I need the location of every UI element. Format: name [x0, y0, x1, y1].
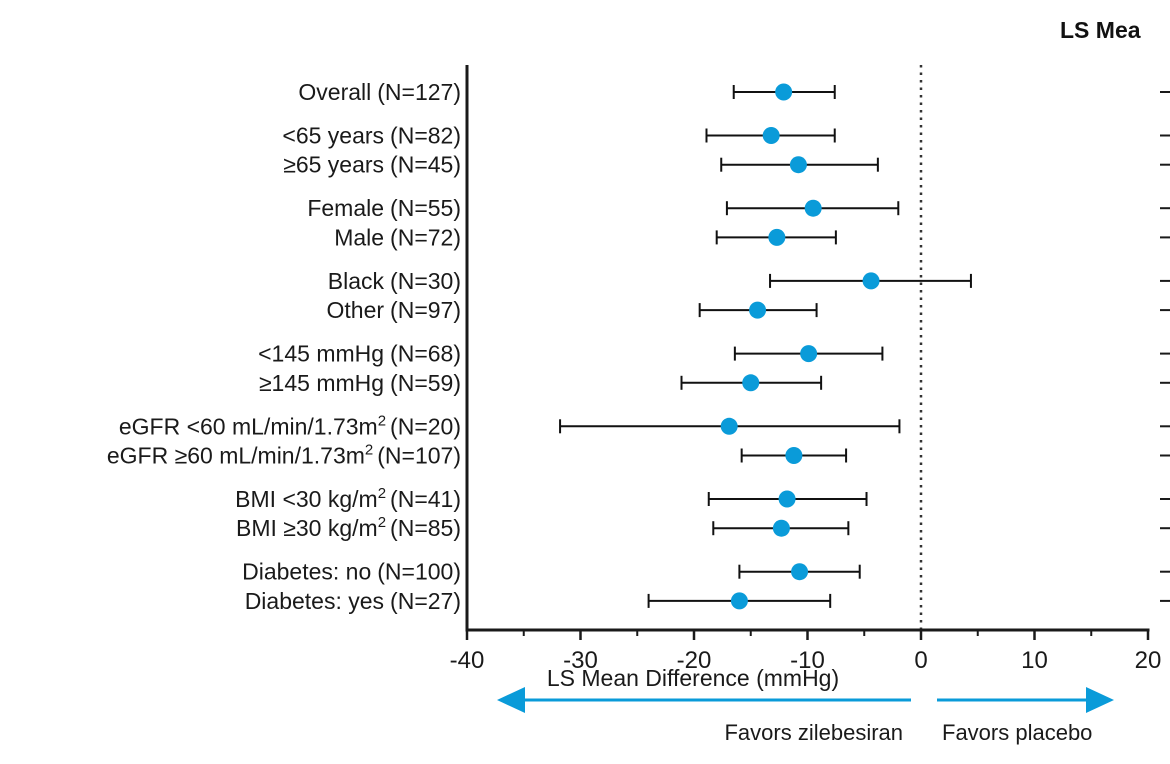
- row-label: BMI ≥30 kg/m2 (N=85): [236, 514, 461, 541]
- favors-annotation: Favors zilebesiran Favors placebo: [497, 687, 1114, 745]
- x-tick-label: -20: [677, 647, 712, 674]
- row-label: <65 years (N=82): [282, 123, 461, 149]
- row-label-superscript: 2: [378, 412, 386, 429]
- point-estimate: [778, 490, 796, 508]
- point-estimate: [862, 272, 880, 290]
- x-tick-label: 0: [914, 647, 927, 674]
- forest-row: Diabetes: yes (N=27): [245, 588, 1170, 614]
- row-label: BMI <30 kg/m2 (N=41): [235, 485, 461, 512]
- forest-row: Overall (N=127): [298, 79, 1170, 105]
- row-label-text: <65 years: [282, 123, 384, 149]
- row-label-text: ≥65 years: [283, 152, 384, 178]
- forest-row: eGFR <60 mL/min/1.73m2 (N=20): [119, 412, 1170, 439]
- forest-row: BMI ≥30 kg/m2 (N=85): [236, 514, 1170, 541]
- row-label-superscript: 2: [378, 514, 386, 531]
- row-label: Female (N=55): [307, 195, 461, 221]
- forest-row: Other (N=97): [327, 297, 1170, 323]
- favors-right-arrowhead: [1086, 687, 1114, 713]
- forest-row: ≥145 mmHg (N=59): [259, 370, 1170, 396]
- x-axis: -40 -30 -20 -10 0 10 20: [450, 65, 1162, 674]
- row-label-n: (N=45): [390, 152, 461, 178]
- row-label-text: BMI <30 kg/m: [235, 486, 378, 512]
- row-label: eGFR ≥60 mL/min/1.73m2 (N=107): [107, 442, 461, 469]
- point-estimate: [772, 519, 790, 537]
- row-label-text: <145 mmHg: [258, 341, 384, 367]
- row-label-superscript: 2: [365, 442, 373, 459]
- row-label-n: (N=85): [390, 515, 461, 541]
- forest-row: BMI <30 kg/m2 (N=41): [235, 485, 1170, 512]
- forest-row: Black (N=30): [328, 268, 1170, 294]
- point-estimate: [749, 301, 767, 319]
- row-label-text: Other: [327, 297, 385, 323]
- point-estimate: [720, 417, 738, 435]
- column-header: LS Mea: [1060, 17, 1141, 43]
- forest-row: <145 mmHg (N=68): [258, 341, 1170, 367]
- point-estimate: [800, 345, 818, 363]
- point-estimate: [785, 447, 803, 464]
- row-label-n: (N=20): [390, 413, 461, 439]
- x-tick-label: 20: [1135, 647, 1162, 674]
- forest-row: eGFR ≥60 mL/min/1.73m2 (N=107): [107, 442, 1170, 469]
- row-label-n: (N=68): [390, 341, 461, 367]
- row-label-text: eGFR <60 mL/min/1.73m: [119, 413, 378, 439]
- row-label-n: (N=82): [390, 123, 461, 149]
- point-estimate: [762, 127, 780, 144]
- row-label: Male (N=72): [334, 224, 461, 250]
- row-label-n: (N=100): [377, 559, 461, 585]
- forest-row: ≥65 years (N=45): [283, 152, 1170, 178]
- forest-rows: Overall (N=127)<65 years (N=82)≥65 years (N…: [107, 65, 1170, 630]
- row-label: ≥145 mmHg (N=59): [259, 370, 461, 396]
- x-tick-label: 10: [1021, 647, 1048, 674]
- row-label-n: (N=107): [377, 443, 461, 469]
- forest-row: Diabetes: no (N=100): [242, 559, 1170, 585]
- point-estimate: [730, 592, 748, 610]
- row-label: Other (N=97): [327, 297, 461, 323]
- x-tick-label: -10: [790, 647, 825, 674]
- point-estimate: [742, 374, 760, 392]
- row-label-n: (N=127): [377, 79, 461, 105]
- favors-left-label: Favors zilebesiran: [724, 720, 903, 745]
- row-label: Diabetes: yes (N=27): [245, 588, 461, 614]
- row-label-text: Black: [328, 268, 385, 294]
- row-label: Overall (N=127): [298, 79, 461, 105]
- row-label-n: (N=27): [390, 588, 461, 614]
- row-label: ≥65 years (N=45): [283, 152, 461, 178]
- row-label-n: (N=72): [390, 224, 461, 250]
- row-label: <145 mmHg (N=68): [258, 341, 461, 367]
- forest-row: <65 years (N=82): [282, 123, 1170, 149]
- point-estimate: [768, 228, 786, 246]
- point-estimate: [791, 563, 809, 581]
- x-tick-label: -40: [450, 647, 485, 674]
- point-estimate: [775, 83, 793, 101]
- row-label: Black (N=30): [328, 268, 461, 294]
- row-label-text: Overall: [298, 79, 371, 105]
- row-label-n: (N=30): [390, 268, 461, 294]
- row-label: eGFR <60 mL/min/1.73m2 (N=20): [119, 412, 461, 439]
- row-label-text: Female: [307, 195, 384, 221]
- favors-left-arrowhead: [497, 687, 525, 713]
- row-label: Diabetes: no (N=100): [242, 559, 461, 585]
- favors-right-label: Favors placebo: [942, 720, 1092, 745]
- row-label-n: (N=97): [390, 297, 461, 323]
- row-label-text: eGFR ≥60 mL/min/1.73m: [107, 443, 365, 469]
- row-label-text: Diabetes: yes: [245, 588, 384, 614]
- row-label-n: (N=55): [390, 195, 461, 221]
- row-label-text: BMI ≥30 kg/m: [236, 515, 378, 541]
- forest-row: Male (N=72): [334, 224, 1170, 250]
- row-label-text: Male: [334, 224, 384, 250]
- row-label-superscript: 2: [378, 485, 386, 502]
- x-tick-label: -30: [563, 647, 598, 674]
- point-estimate: [804, 199, 822, 217]
- point-estimate: [789, 156, 807, 174]
- row-label-n: (N=59): [390, 370, 461, 396]
- row-label-n: (N=41): [390, 486, 461, 512]
- x-axis-title: LS Mean Difference (mmHg): [547, 665, 839, 691]
- row-label-text: ≥145 mmHg: [259, 370, 384, 396]
- forest-row: Female (N=55): [307, 195, 1170, 221]
- row-label-text: Diabetes: no: [242, 559, 371, 585]
